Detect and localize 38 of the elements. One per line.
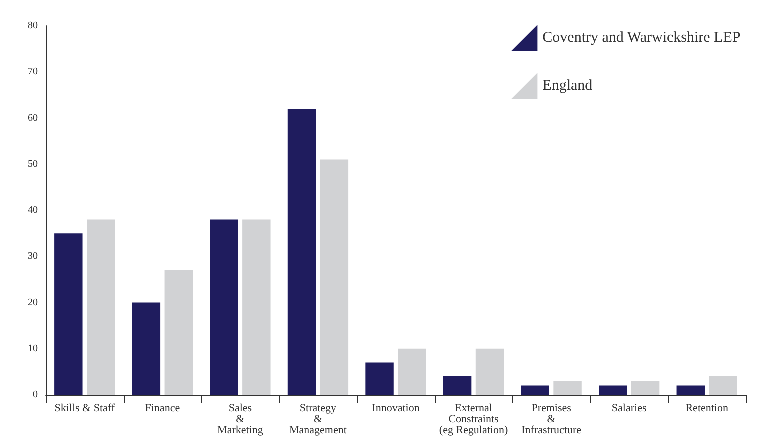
x-tick-label: Finance (145, 402, 180, 414)
y-tick-label: 10 (28, 343, 38, 354)
bar (398, 348, 426, 395)
x-tick-label: External Constraints (eg Regulation) (439, 402, 508, 436)
bar (521, 386, 550, 395)
y-tick-label: 40 (28, 205, 38, 216)
bar (676, 386, 705, 395)
bar (476, 348, 504, 395)
bar (54, 234, 83, 395)
x-tick-label: Innovation (372, 402, 420, 414)
legend-label: England (542, 78, 594, 94)
y-tick-label: 80 (28, 20, 38, 32)
x-tick-label: Skills & Staff (54, 402, 116, 414)
x-tick-label: Sales & Marketing (218, 402, 264, 436)
bar (164, 270, 193, 395)
y-tick-label: 30 (28, 251, 38, 262)
x-tick-label: Premises & Infrastructure (522, 402, 582, 436)
y-tick-label: 20 (28, 297, 38, 308)
bar (366, 362, 394, 395)
bar (320, 160, 349, 395)
bar (443, 376, 472, 395)
x-tick-label: Strategy & Management (290, 402, 347, 436)
bar (709, 376, 738, 395)
bar (599, 386, 628, 395)
y-tick-label: 0 (33, 390, 38, 400)
bar (242, 220, 271, 395)
legend-label: Coventry and Warwickshire LEP (542, 30, 741, 46)
bar (132, 302, 161, 395)
x-tick-label: Salaries (612, 402, 647, 414)
bar (288, 109, 316, 395)
y-tick-label: 70 (28, 66, 38, 78)
y-tick-label: 60 (28, 112, 38, 124)
y-tick-label: 50 (28, 158, 38, 170)
x-tick-label: Retention (686, 402, 729, 414)
bar (554, 381, 582, 395)
bar (87, 220, 116, 395)
bar (210, 220, 238, 395)
bar (631, 381, 660, 395)
